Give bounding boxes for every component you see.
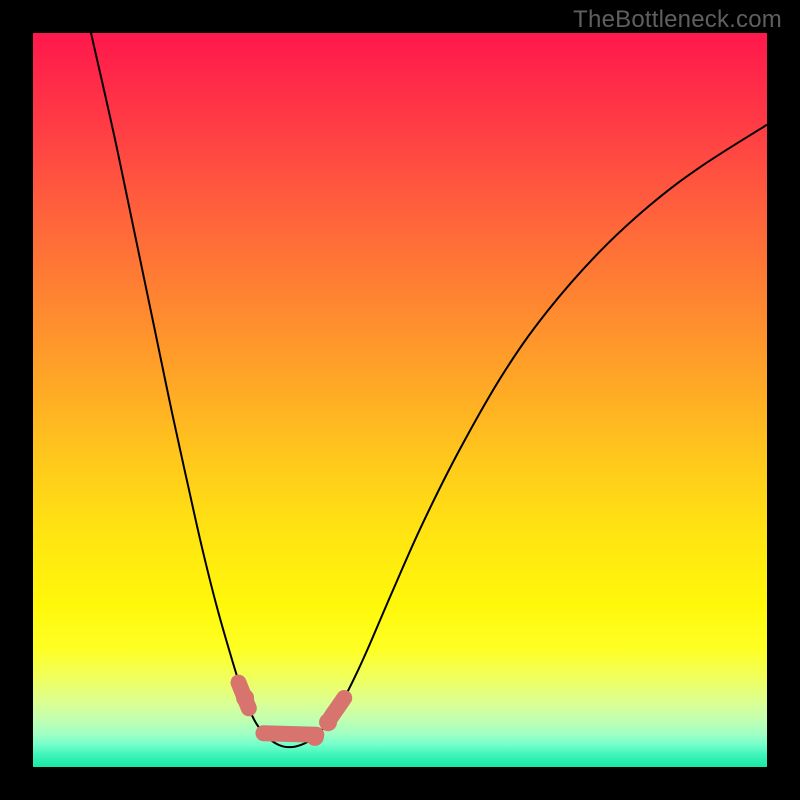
marker-segment xyxy=(331,698,344,717)
curve-layer xyxy=(33,33,767,767)
marker-dot xyxy=(319,713,337,731)
watermark-text: TheBottleneck.com xyxy=(573,6,782,34)
plot-area xyxy=(33,33,767,767)
bottleneck-curve xyxy=(91,33,767,747)
marker-dot xyxy=(236,689,254,707)
marker-dot xyxy=(306,728,324,746)
